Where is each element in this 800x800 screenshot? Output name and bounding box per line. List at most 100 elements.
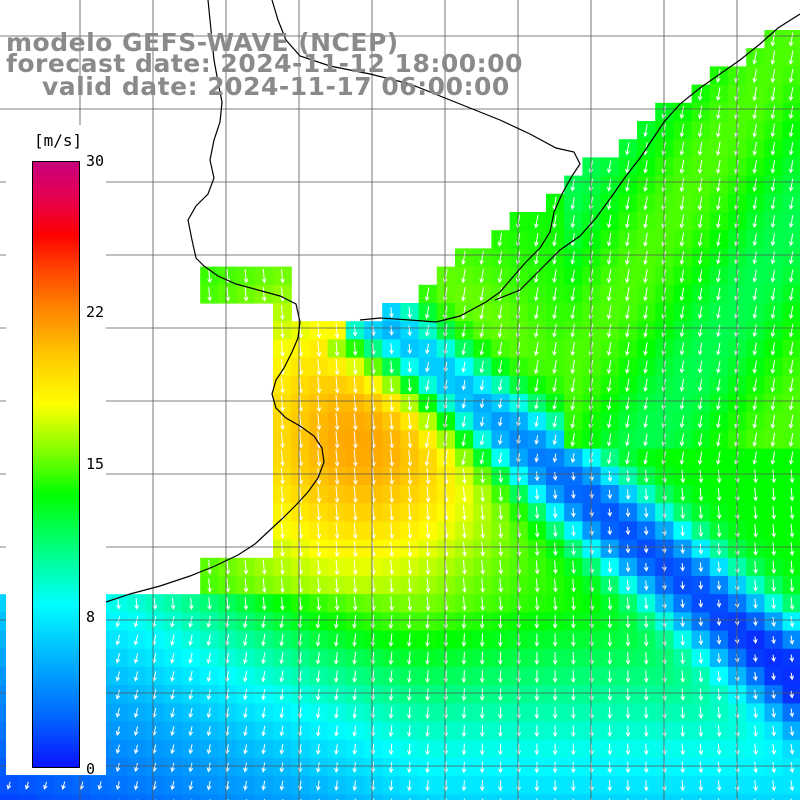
wind-arrow bbox=[479, 706, 485, 720]
wind-arrow bbox=[516, 651, 522, 665]
wind-arrow bbox=[643, 250, 648, 266]
wind-arrow bbox=[352, 413, 358, 431]
wind-arrow bbox=[115, 616, 121, 628]
wind-arrow bbox=[352, 467, 358, 486]
wind-cell bbox=[655, 794, 674, 800]
wind-arrow bbox=[406, 706, 412, 720]
wind-arrow bbox=[443, 725, 449, 738]
wind-arrow bbox=[462, 486, 467, 503]
wind-arrow bbox=[570, 269, 576, 283]
wind-arrow bbox=[279, 780, 285, 791]
wind-arrow bbox=[679, 305, 685, 320]
wind-arrow bbox=[115, 708, 121, 718]
wind-arrow bbox=[606, 451, 612, 465]
wind-arrow bbox=[479, 342, 485, 356]
wind-cell bbox=[400, 794, 420, 800]
wind-arrow bbox=[352, 522, 358, 540]
wind-arrow bbox=[316, 541, 322, 558]
wind-arrow bbox=[752, 251, 758, 265]
wind-arrow bbox=[552, 761, 558, 774]
wind-arrow bbox=[552, 396, 557, 411]
wind-arrow bbox=[753, 780, 758, 792]
wind-arrow bbox=[770, 160, 776, 174]
wind-arrow bbox=[534, 378, 539, 393]
wind-arrow bbox=[552, 232, 557, 247]
wind-arrow bbox=[534, 688, 540, 702]
wind-arrow bbox=[170, 781, 176, 791]
wind-arrow bbox=[771, 542, 777, 556]
wind-cell bbox=[618, 794, 638, 800]
wind-arrow bbox=[788, 87, 794, 102]
wind-arrow bbox=[679, 214, 685, 229]
wind-arrow bbox=[407, 596, 413, 612]
wind-arrow bbox=[389, 325, 394, 337]
wind-arrow bbox=[352, 541, 358, 558]
wind-arrow bbox=[516, 688, 522, 702]
wind-arrow bbox=[315, 780, 321, 791]
wind-arrow bbox=[716, 506, 722, 520]
wind-arrow bbox=[570, 378, 576, 393]
wind-arrow bbox=[680, 581, 685, 590]
wind-arrow bbox=[462, 505, 467, 521]
wind-arrow bbox=[115, 744, 121, 755]
wind-arrow bbox=[498, 761, 503, 774]
wind-arrow bbox=[753, 707, 758, 719]
wind-arrow bbox=[697, 196, 703, 211]
wind-arrow bbox=[115, 726, 121, 736]
wind-arrow bbox=[389, 596, 394, 612]
wind-arrow bbox=[43, 781, 48, 790]
wind-arrow bbox=[789, 635, 795, 645]
wind-arrow bbox=[752, 178, 758, 192]
wind-arrow bbox=[243, 762, 248, 773]
wind-arrow bbox=[625, 214, 630, 229]
wind-arrow bbox=[534, 743, 540, 756]
wind-arrow bbox=[516, 743, 522, 756]
wind-arrow bbox=[788, 50, 794, 65]
wind-arrow bbox=[753, 469, 758, 484]
wind-cell bbox=[473, 794, 492, 800]
wind-cell bbox=[455, 794, 474, 800]
wind-arrow bbox=[680, 634, 686, 647]
wind-arrow bbox=[770, 305, 776, 320]
wind-arrow bbox=[207, 287, 212, 302]
wind-arrow bbox=[316, 359, 322, 376]
wind-arrow bbox=[425, 651, 430, 666]
wind-arrow bbox=[388, 651, 394, 665]
wind-arrow bbox=[443, 761, 449, 774]
wind-arrow bbox=[461, 342, 466, 356]
wind-arrow bbox=[679, 415, 685, 429]
wind-arrow bbox=[352, 377, 358, 394]
wind-arrow bbox=[352, 359, 358, 375]
wind-arrow bbox=[570, 706, 576, 720]
wind-cell bbox=[582, 794, 602, 800]
wind-arrow bbox=[771, 690, 776, 700]
wind-arrow bbox=[480, 487, 485, 503]
wind-cell bbox=[382, 794, 401, 800]
wind-arrow bbox=[589, 780, 594, 792]
wind-arrow bbox=[316, 504, 322, 522]
wind-arrow bbox=[280, 377, 285, 394]
wind-arrow bbox=[389, 307, 394, 319]
wind-arrow bbox=[261, 578, 267, 593]
wind-arrow bbox=[698, 652, 704, 665]
wind-arrow bbox=[753, 560, 758, 574]
wind-arrow bbox=[225, 287, 231, 302]
wind-arrow bbox=[716, 761, 722, 774]
wind-arrow bbox=[625, 615, 631, 629]
wind-arrow bbox=[334, 413, 340, 431]
wind-cell bbox=[36, 794, 56, 800]
wind-arrow bbox=[407, 431, 413, 449]
wind-arrow bbox=[407, 396, 413, 412]
wind-arrow bbox=[461, 287, 466, 302]
wind-arrow bbox=[388, 688, 394, 701]
wind-arrow bbox=[679, 123, 685, 138]
wind-arrow bbox=[497, 416, 503, 427]
wind-arrow bbox=[479, 651, 485, 665]
wind-arrow bbox=[116, 597, 121, 610]
wind-arrow bbox=[680, 670, 686, 683]
wind-arrow bbox=[207, 560, 212, 575]
wind-cell bbox=[273, 794, 292, 800]
wind-arrow bbox=[698, 487, 704, 502]
wind-arrow bbox=[334, 762, 339, 773]
wind-arrow bbox=[534, 305, 539, 320]
